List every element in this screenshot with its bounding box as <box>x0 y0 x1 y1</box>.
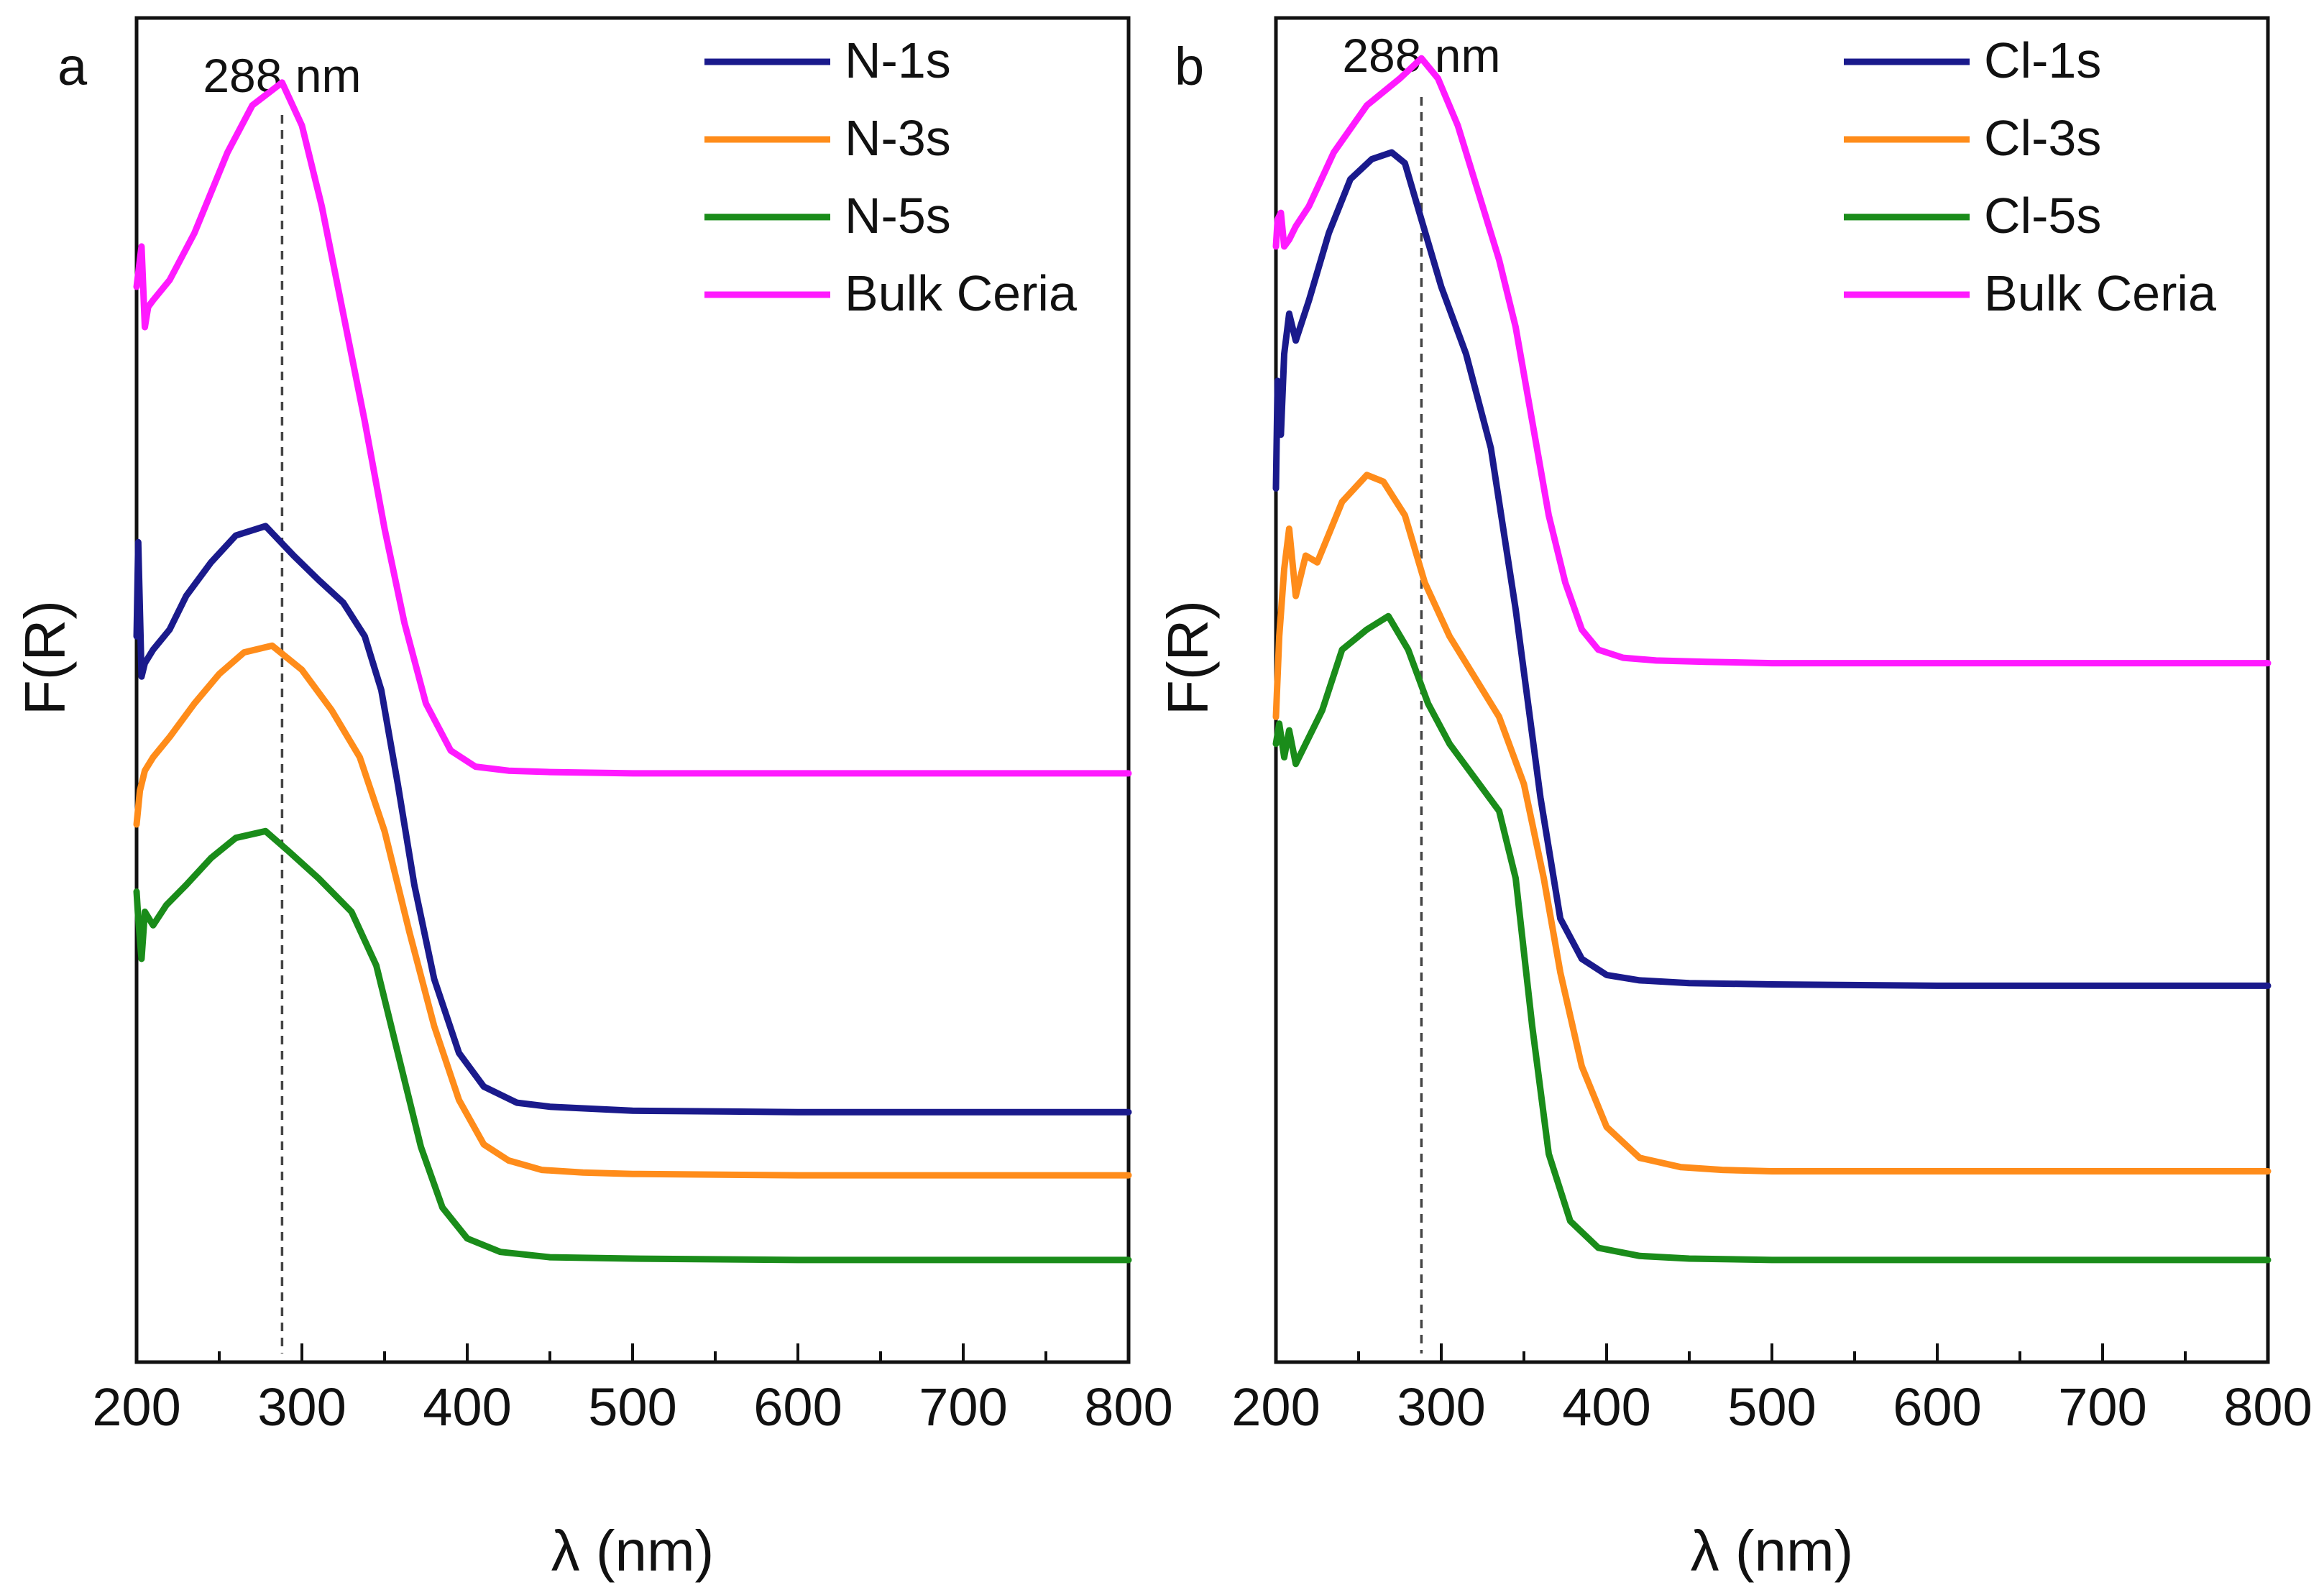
x-axis-ticks <box>1274 1343 2269 1362</box>
x-tick-label: 700 <box>919 1377 1007 1437</box>
x-tick-label: 500 <box>588 1377 676 1437</box>
curves <box>133 79 1132 1264</box>
x-axis-label: λ (nm) <box>551 1519 715 1583</box>
x-tick-label: 400 <box>1562 1377 1650 1437</box>
y-axis-label: F(R) <box>1156 600 1220 715</box>
x-tick-label: 400 <box>423 1377 511 1437</box>
legend-label: N-5s <box>845 188 951 244</box>
x-tick-label: 200 <box>1231 1377 1320 1437</box>
series-line-cl-5s <box>1272 612 2272 1264</box>
series-line-n-3s <box>133 642 1132 1179</box>
x-tick-label: 200 <box>92 1377 180 1437</box>
legend: N-1s N-3s N-5s Bulk Ceria <box>704 32 1077 321</box>
x-tick-label: 300 <box>257 1377 346 1437</box>
legend-label: Cl-5s <box>1984 188 2101 244</box>
x-tick-label: 800 <box>2223 1377 2312 1437</box>
series-line-n-5s <box>133 827 1132 1264</box>
series-line-bulk-ceria <box>1272 55 2272 667</box>
x-axis-tick-labels: 200 300 400 500 600 700 800 <box>1231 1377 2312 1437</box>
x-tick-label: 600 <box>753 1377 842 1437</box>
y-axis-label: F(R) <box>13 600 77 715</box>
legend-label: Cl-3s <box>1984 110 2101 166</box>
legend-label: Cl-1s <box>1984 32 2101 88</box>
x-tick-label: 700 <box>2058 1377 2146 1437</box>
x-tick-label: 600 <box>1893 1377 1981 1437</box>
panel-a: a 200 300 400 500 600 700 800 288 nm N-1sN-3sN… <box>13 16 1173 1583</box>
series-line-cl-1s <box>1272 149 2272 989</box>
series-line-bulk-ceria <box>133 79 1132 777</box>
legend-label: Bulk Ceria <box>1984 265 2216 321</box>
legend-label: N-1s <box>845 32 951 88</box>
x-tick-label: 500 <box>1727 1377 1816 1437</box>
x-axis-ticks <box>135 1343 1130 1362</box>
annotation-text: 288 nm <box>203 49 361 102</box>
x-tick-label: 300 <box>1397 1377 1485 1437</box>
legend-label: Bulk Ceria <box>845 265 1077 321</box>
panel-label: a <box>58 37 88 96</box>
panel-label: b <box>1175 37 1204 96</box>
x-tick-label: 800 <box>1084 1377 1172 1437</box>
legend: Cl-1s Cl-3s Cl-5s Bulk Ceria <box>1844 32 2216 321</box>
series-line-n-1s <box>133 523 1132 1116</box>
x-axis-label: λ (nm) <box>1691 1519 1854 1583</box>
curves <box>1272 55 2272 1264</box>
plot-frame <box>134 16 1131 1364</box>
legend-label: N-3s <box>845 110 951 166</box>
series-line-cl-3s <box>1272 472 2272 1175</box>
panel-b: b 200 300 400 500 600 700 800 288 nm Cl-1sCl-3… <box>1156 16 2312 1583</box>
x-axis-tick-labels: 200 300 400 500 600 700 800 <box>92 1377 1172 1437</box>
